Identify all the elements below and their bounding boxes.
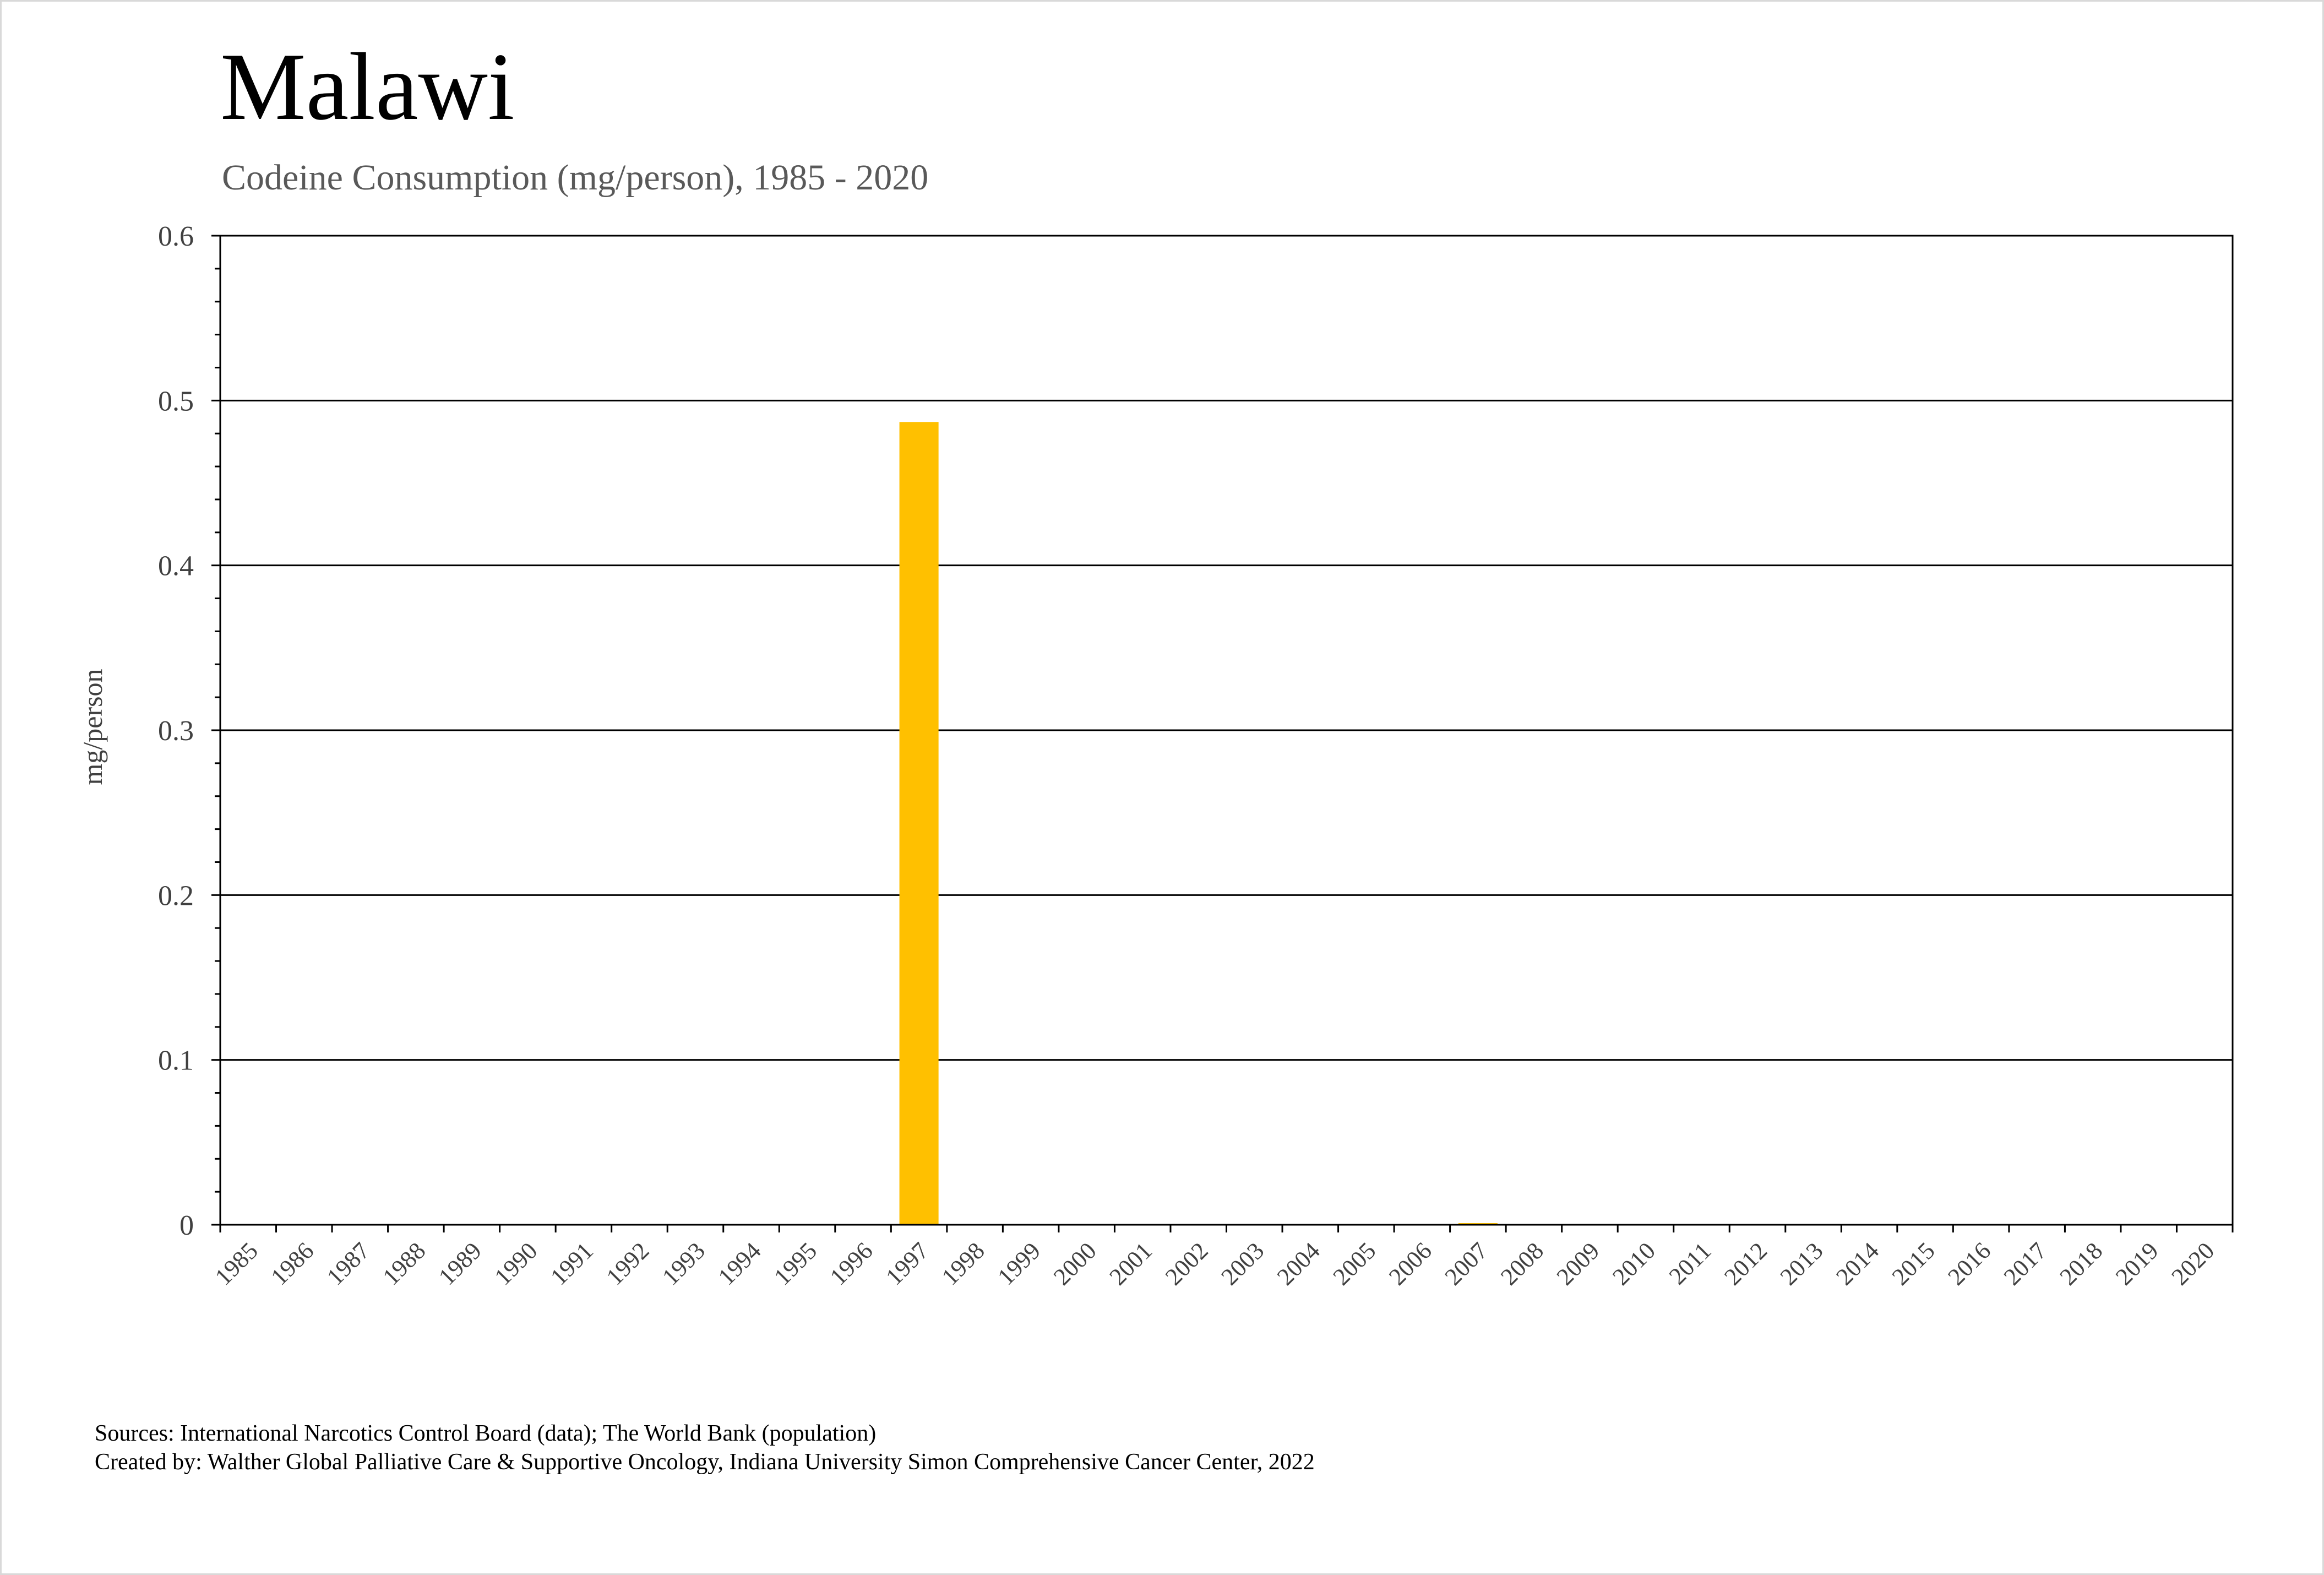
x-tick-label: 2017: [1999, 1237, 2052, 1290]
chart-subtitle: Codeine Consumption (mg/person), 1985 - …: [222, 158, 929, 198]
x-tick-label: 2019: [2110, 1237, 2164, 1290]
x-tick-label: 1989: [433, 1237, 487, 1290]
x-tick-label: 2002: [1160, 1237, 1213, 1290]
x-tick-label: 1992: [601, 1237, 655, 1290]
bars: [899, 422, 1498, 1225]
x-tick-label: 2018: [2054, 1237, 2108, 1290]
x-tick-label: 2003: [1216, 1237, 1269, 1290]
credit-note: Created by: Walther Global Palliative Ca…: [95, 1449, 1315, 1475]
x-tick-label: 1998: [937, 1237, 990, 1290]
x-tick-label: 1991: [545, 1237, 598, 1290]
x-tick-label: 2008: [1495, 1237, 1549, 1290]
x-tick-label: 1986: [265, 1237, 319, 1290]
x-tick-label: 2010: [1607, 1237, 1661, 1290]
x-tick-label: 2012: [1719, 1237, 1772, 1290]
x-tick-label: 2014: [1831, 1237, 1884, 1290]
y-tick-label: 0.3: [158, 715, 194, 747]
y-tick-label: 0.5: [158, 385, 194, 417]
x-tick-label: 2000: [1048, 1237, 1102, 1290]
x-tick-label: 2007: [1440, 1237, 1493, 1290]
sources-note: Sources: International Narcotics Control…: [95, 1421, 877, 1446]
x-tick-label: 2013: [1775, 1237, 1828, 1290]
x-tick-label: 1985: [210, 1237, 263, 1290]
x-tick-label: 2005: [1328, 1237, 1381, 1290]
y-tick-labels: 0 0.1 0.2 0.3 0.4 0.5 0.6: [158, 221, 194, 1241]
x-tick-label: 1996: [825, 1237, 878, 1290]
x-tick-label: 2011: [1664, 1237, 1717, 1290]
x-tick-label: 2001: [1104, 1237, 1157, 1290]
x-tick-label: 2009: [1552, 1237, 1605, 1290]
y-tick-label: 0.1: [158, 1045, 194, 1077]
x-tick-label: 1987: [322, 1237, 375, 1290]
x-tick-label: 1988: [378, 1237, 431, 1290]
gridlines: [220, 235, 2233, 1061]
x-tick-label: 2020: [2166, 1237, 2219, 1290]
y-tick-label: 0.4: [158, 551, 194, 582]
x-tick-label: 2006: [1384, 1237, 1437, 1290]
x-tick-label: 1993: [657, 1237, 710, 1290]
axes: [211, 235, 2234, 1232]
y-tick-label: 0.2: [158, 880, 194, 911]
x-tick-label: 2004: [1272, 1237, 1325, 1290]
x-tick-labels: 1985 1986 1987 1988 1989 1990 1991 1992 1993 1994…: [210, 1237, 2219, 1290]
bar-1997: [899, 422, 939, 1225]
x-tick-label: 2015: [1887, 1237, 1940, 1290]
x-tick-label: 2016: [1942, 1237, 1996, 1290]
x-tick-label: 1994: [713, 1237, 766, 1290]
x-tick-label: 1997: [880, 1237, 934, 1290]
x-tick-label: 1999: [992, 1237, 1046, 1290]
y-tick-label: 0: [179, 1210, 194, 1241]
x-tick-label: 1990: [489, 1237, 543, 1290]
y-tick-label: 0.6: [158, 221, 194, 252]
x-tick-label: 1995: [769, 1237, 822, 1290]
chart-title: Malawi: [220, 33, 515, 140]
